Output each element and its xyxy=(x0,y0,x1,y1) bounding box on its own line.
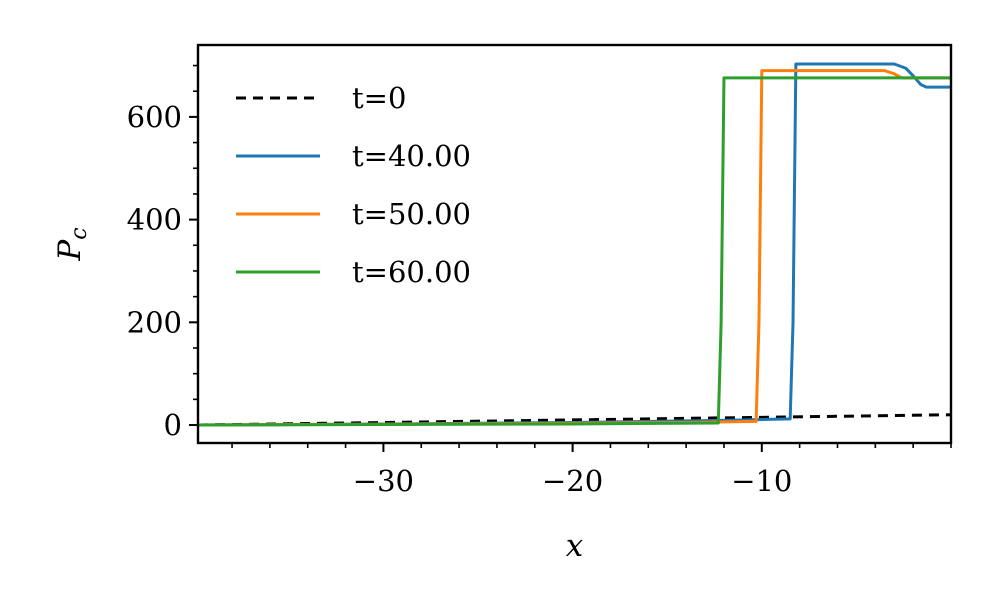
legend-label-0: t=0 xyxy=(352,81,406,115)
y-tick-label: 400 xyxy=(127,203,182,237)
x-tick-label: −20 xyxy=(542,464,603,498)
legend: t=0 t=40.00 t=50.00 t=60.00 xyxy=(236,81,471,289)
series-layer xyxy=(198,62,951,427)
y-tick-label: 0 xyxy=(164,408,182,442)
y-axis-label-main: P xyxy=(52,239,88,262)
x-axis-label: x xyxy=(566,528,584,564)
legend-label-1: t=40.00 xyxy=(352,139,471,173)
y-tick-label: 600 xyxy=(127,100,182,134)
legend-label-2: t=50.00 xyxy=(352,197,471,231)
series-line-2 xyxy=(198,69,951,427)
series-line-1 xyxy=(198,62,951,427)
plot-frame xyxy=(196,43,953,445)
y-axis-label: Pc xyxy=(52,227,92,261)
y-axis-label-subscript: c xyxy=(67,227,92,239)
y-tick-label: 200 xyxy=(127,305,182,339)
x-tick-label: −30 xyxy=(353,464,414,498)
legend-label-3: t=60.00 xyxy=(352,255,471,289)
x-tick-label: −10 xyxy=(731,464,792,498)
x-axis: −30 −20 −10 xyxy=(231,443,952,498)
y-axis: 0 200 400 600 xyxy=(127,64,198,442)
series-line-3 xyxy=(198,76,951,427)
